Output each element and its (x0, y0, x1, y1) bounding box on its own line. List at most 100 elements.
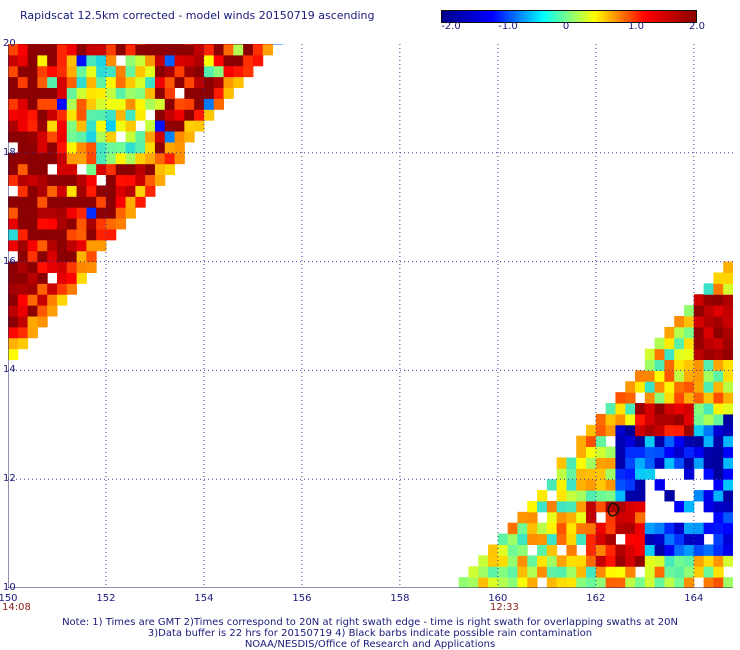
colorbar-tick-label: 2.0 (689, 21, 705, 32)
wind-cell (203, 76, 215, 89)
wind-cell (605, 446, 616, 458)
wind-cell (537, 555, 548, 567)
wind-cell (27, 326, 38, 339)
longitude-label: 164 (684, 593, 704, 604)
wind-cell (184, 131, 195, 143)
wind-cell (47, 98, 58, 110)
wind-cell (605, 403, 616, 415)
wind-cell (654, 446, 665, 458)
wind-cell (115, 44, 127, 45)
wind-cell (105, 228, 117, 241)
wind-cell (517, 533, 528, 545)
wind-cell (654, 413, 665, 426)
wind-cell (497, 577, 509, 588)
wind-cell (674, 359, 685, 371)
wind-cell (17, 87, 29, 99)
wind-cell (56, 294, 68, 306)
wind-cell (115, 120, 127, 132)
wind-cell (8, 348, 19, 361)
wind-cell (115, 76, 127, 89)
wind-cell (164, 76, 176, 89)
wind-cell (154, 152, 166, 165)
wind-cell (8, 305, 19, 317)
wind-cell (105, 141, 117, 154)
colorbar-tick-label: 0 (562, 21, 570, 32)
wind-cell (37, 196, 48, 208)
wind-cell (527, 577, 538, 588)
wind-cell (693, 403, 705, 415)
wind-cell (8, 228, 19, 241)
wind-cell (154, 44, 166, 45)
wind-cell (135, 109, 146, 121)
wind-cell (47, 76, 58, 89)
wind-cell (125, 141, 136, 154)
wind-cell (194, 98, 205, 110)
wind-cell (56, 272, 68, 284)
wind-cell (47, 109, 58, 121)
wind-cell (537, 490, 548, 502)
wind-cell (684, 577, 695, 588)
wind-cell (644, 544, 656, 556)
wind-cell (66, 228, 78, 241)
wind-cell (586, 490, 597, 502)
wind-cell (243, 44, 254, 56)
wind-cell (66, 76, 78, 89)
wind-cell (488, 577, 499, 588)
wind-cell (145, 174, 156, 186)
wind-cell (566, 468, 577, 480)
wind-cell (96, 185, 107, 197)
wind-cell (184, 120, 195, 132)
wind-cell (664, 359, 675, 371)
wind-cell (674, 500, 685, 513)
wind-cell (96, 98, 107, 110)
wind-cell (47, 294, 58, 306)
wind-cell (644, 555, 656, 567)
longitude-label: 150 (0, 593, 18, 604)
wind-cell (625, 522, 636, 535)
wind-cell (203, 65, 215, 78)
wind-cell (66, 261, 78, 273)
wind-cell (194, 120, 205, 132)
wind-cell (654, 544, 665, 556)
wind-cell (66, 185, 78, 197)
wind-cell (145, 152, 156, 165)
wind-cell (713, 566, 724, 578)
wind-cell (654, 337, 665, 350)
wind-cell (605, 511, 616, 524)
wind-cell (703, 544, 714, 556)
wind-cell (96, 141, 107, 154)
wind-cell (17, 305, 29, 317)
wind-cell (635, 490, 646, 502)
wind-cell (125, 44, 136, 45)
wind-cell (17, 337, 29, 350)
wind-cell (47, 120, 58, 132)
wind-cell (605, 544, 616, 556)
wind-cell (693, 435, 705, 448)
wind-cell (566, 511, 577, 524)
wind-cell (625, 511, 636, 524)
wind-cell (615, 413, 626, 426)
wind-cell (703, 316, 714, 328)
wind-cell (76, 207, 87, 219)
wind-cell (135, 196, 146, 208)
wind-cell (76, 76, 87, 89)
wind-cell (125, 185, 136, 197)
wind-cell (243, 54, 254, 67)
wind-cell (664, 446, 675, 458)
wind-cell (537, 544, 548, 556)
wind-cell (37, 152, 48, 165)
wind-cell (586, 500, 597, 513)
wind-cell (654, 392, 665, 404)
wind-cell (723, 446, 733, 458)
wind-cell (135, 98, 146, 110)
wind-cell (576, 446, 587, 458)
wind-cell (86, 87, 97, 99)
wind-cell (703, 577, 714, 588)
wind-cell (17, 141, 29, 154)
wind-cell (154, 109, 166, 121)
wind-cell (145, 163, 156, 176)
wind-cell (115, 98, 127, 110)
wind-cell (47, 141, 58, 154)
wind-cell (8, 218, 19, 230)
wind-cell (66, 98, 78, 110)
